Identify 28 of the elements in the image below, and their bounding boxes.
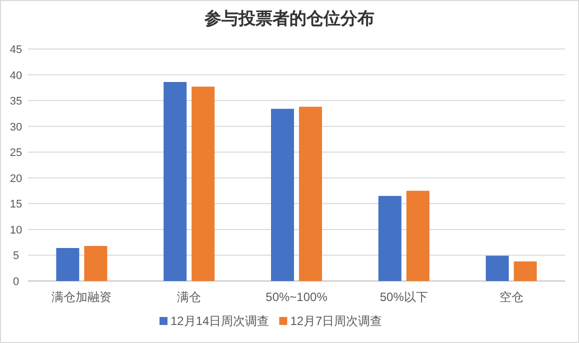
legend-label: 12月7日周次调查 xyxy=(290,314,382,328)
legend-label: 12月14日周次调查 xyxy=(170,314,270,328)
y-tick-label: 10 xyxy=(10,224,22,236)
x-tick-label: 满仓 xyxy=(177,290,202,304)
y-tick-label: 0 xyxy=(12,276,20,288)
y-tick-label: 35 xyxy=(10,96,22,108)
x-tick-label: 50%~100% xyxy=(266,290,328,304)
y-tick-label: 40 xyxy=(10,70,22,82)
y-tick-label: 15 xyxy=(10,198,22,211)
bar xyxy=(192,86,215,281)
bar xyxy=(378,196,402,281)
y-tick-label: 30 xyxy=(10,121,22,134)
chart-title: 参与投票者的仓位分布 xyxy=(204,9,374,29)
bar xyxy=(514,261,537,281)
bar xyxy=(486,256,509,281)
bar xyxy=(406,190,430,281)
y-tick-label: 5 xyxy=(12,250,20,262)
bar xyxy=(299,106,322,281)
bar xyxy=(271,108,294,281)
bar xyxy=(84,246,108,281)
x-tick-label: 空仓 xyxy=(499,290,524,304)
y-tick-label: 25 xyxy=(10,147,22,160)
bar xyxy=(56,248,80,281)
y-tick-label: 20 xyxy=(10,172,22,185)
y-tick-label: 45 xyxy=(10,44,22,56)
x-tick-label: 50%以下 xyxy=(380,290,428,304)
x-tick-label: 满仓加融资 xyxy=(52,290,112,304)
bar xyxy=(164,82,187,281)
